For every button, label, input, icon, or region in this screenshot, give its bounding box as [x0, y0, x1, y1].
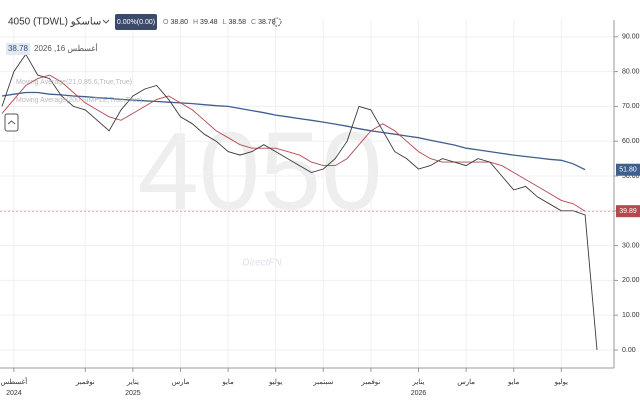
plot: [0, 19, 614, 368]
last-value-label: 39.89: [619, 208, 637, 215]
x-year-label: 2024: [6, 390, 22, 397]
symbol: 4050 (TDWL) ساسكو: [8, 17, 101, 28]
series-line: [1, 53, 598, 351]
change: 0.00%(0.00): [117, 19, 155, 26]
y-tick-label: 0.00: [622, 347, 636, 354]
x-tick-label: نوفمبر: [360, 379, 380, 386]
x-tick-label: مايو: [507, 378, 520, 386]
x-tick-label: مايو: [221, 378, 234, 386]
price-badge: [6, 43, 30, 55]
collapse-button[interactable]: [4, 113, 19, 132]
brand-watermark: DirectFN: [242, 258, 282, 269]
x-tick-label: نوفمبر: [75, 379, 95, 386]
y-tick-label: 20.00: [622, 277, 640, 284]
last-value-badge: [616, 163, 640, 176]
x-tick-label: سبتمبر: [312, 379, 333, 386]
y-tick-label: 80.00: [622, 68, 640, 75]
series-line: [1, 91, 586, 171]
ohlc-value: 38.80: [170, 19, 188, 26]
y-tick-label: 50.00: [622, 173, 640, 180]
y-tick-label: 30.00: [622, 242, 640, 249]
watermark: 4050: [138, 110, 383, 233]
ohlc-key: L: [223, 19, 227, 26]
ohlc-value: 38.58: [228, 19, 246, 26]
date: أغسطس 16, 2026: [34, 42, 98, 53]
y-tick-label: 70.00: [622, 103, 640, 110]
legend-entry: Moving Average(200,SIMPLE,True,True): [16, 97, 142, 104]
last-value-label: 51.80: [619, 167, 637, 174]
x-tick-label: مارس: [457, 378, 475, 386]
change-button[interactable]: [115, 14, 157, 30]
x-tick-label: مارس: [172, 378, 190, 386]
ohlc-key: C: [251, 19, 256, 26]
dropdown-icon[interactable]: [102, 19, 110, 24]
ohlc-key: O: [163, 19, 169, 26]
settings-icon[interactable]: [272, 17, 282, 27]
ohlc: O 38.80 H 39.48 L 38.58 C 38.78: [163, 19, 276, 26]
x-year-label: 2025: [125, 390, 141, 397]
y-tick-label: 90.00: [622, 34, 640, 41]
x-tick-label: يناير: [126, 378, 139, 386]
x-tick-label: يناير: [411, 378, 424, 386]
last-value-badge: [616, 205, 640, 218]
ohlc-key: H: [193, 19, 198, 26]
collapse-icon: [7, 120, 16, 125]
y-tick-label: 10.00: [622, 312, 640, 319]
ohlc-value: 38.78: [258, 19, 276, 26]
x-tick-label: يوليو: [268, 378, 282, 386]
ohlc-value: 39.48: [200, 19, 218, 26]
last-price: 38.78: [8, 44, 29, 53]
series-line: [1, 74, 586, 212]
legend-entry: Moving Average(21,0,85.6,True,True): [16, 79, 132, 86]
y-tick-label: 60.00: [622, 138, 640, 145]
x-year-label: 2026: [411, 390, 427, 397]
x-tick-label: أغسطس: [1, 376, 28, 386]
x-tick-label: يوليو: [554, 378, 568, 386]
